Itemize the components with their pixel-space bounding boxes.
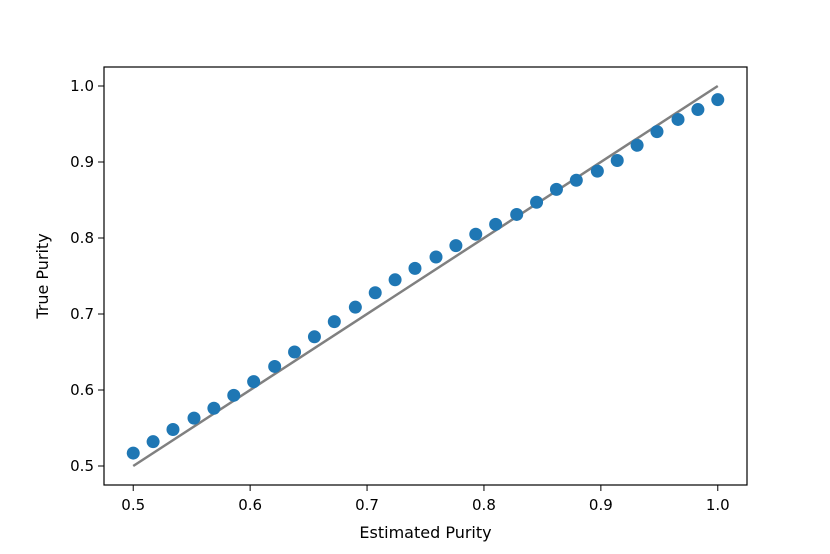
plot-frame <box>103 66 748 486</box>
y-tick-label: 0.8 <box>70 229 94 247</box>
data-point <box>530 195 544 209</box>
x-axis-label: Estimated Purity <box>359 523 491 542</box>
data-point <box>630 138 644 152</box>
data-point <box>671 112 685 126</box>
data-point <box>327 315 341 329</box>
data-point <box>268 359 282 373</box>
data-point <box>449 239 463 253</box>
data-point <box>549 182 563 196</box>
data-points <box>126 93 725 460</box>
data-point <box>187 411 201 425</box>
data-point <box>429 250 443 264</box>
x-tick-label: 0.7 <box>355 496 379 514</box>
data-point <box>510 207 524 221</box>
y-axis-label: True Purity <box>33 233 52 319</box>
x-tick-label: 0.5 <box>121 496 145 514</box>
data-point <box>650 125 664 139</box>
data-point <box>610 153 624 167</box>
data-point <box>711 93 725 107</box>
x-tick-label: 1.0 <box>706 496 730 514</box>
y-axis-ticks: 0.5 0.6 0.7 0.8 0.9 1.0 <box>70 77 104 475</box>
y-tick-label: 0.9 <box>70 153 94 171</box>
data-point <box>408 261 422 275</box>
data-point <box>569 173 583 187</box>
y-tick-label: 1.0 <box>70 77 94 95</box>
x-tick-label: 0.8 <box>472 496 496 514</box>
data-point <box>388 273 402 287</box>
data-point <box>126 446 140 460</box>
data-point <box>146 435 160 449</box>
reference-line <box>132 84 719 468</box>
data-point <box>469 227 483 241</box>
data-point <box>247 375 261 389</box>
data-point <box>368 286 382 300</box>
y-tick-label: 0.7 <box>70 305 94 323</box>
data-point <box>227 388 241 402</box>
x-axis-ticks: 0.5 0.6 0.7 0.8 0.9 1.0 <box>121 485 730 514</box>
reference-lines <box>132 84 719 468</box>
y-tick-label: 0.6 <box>70 381 94 399</box>
data-point <box>166 423 180 437</box>
data-point <box>489 217 503 231</box>
data-point <box>307 330 321 344</box>
data-point <box>288 345 302 359</box>
y-tick-label: 0.5 <box>70 457 94 475</box>
x-tick-label: 0.6 <box>238 496 262 514</box>
data-point <box>590 164 604 178</box>
data-point <box>348 300 362 314</box>
data-point <box>691 103 705 117</box>
x-tick-label: 0.9 <box>589 496 613 514</box>
data-point <box>207 401 221 415</box>
